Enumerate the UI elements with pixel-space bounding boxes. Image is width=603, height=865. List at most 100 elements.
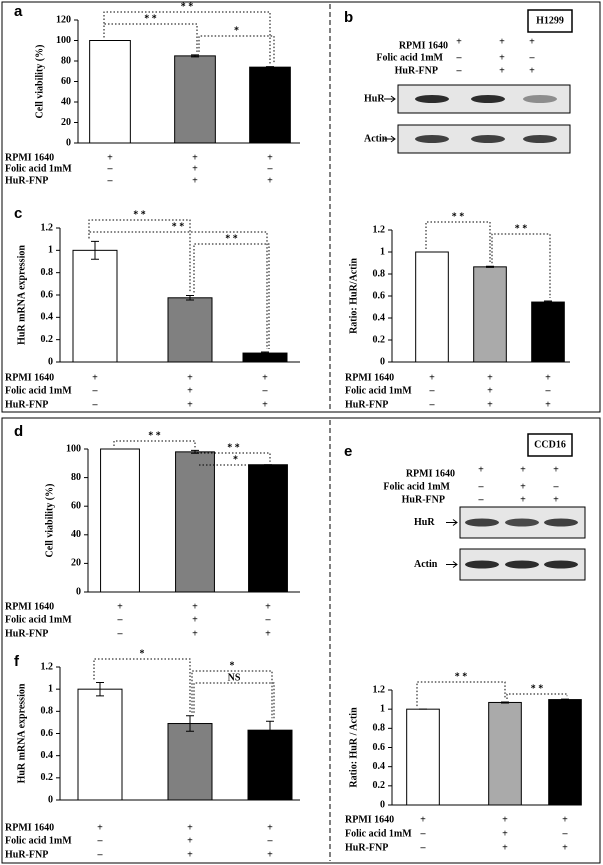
- significance-bracket: [506, 693, 568, 699]
- condition-label: Folic acid 1mM: [345, 385, 412, 396]
- condition-label: HuR-FNP: [402, 494, 445, 505]
- condition-label: HuR-FNP: [5, 175, 48, 186]
- bar: [167, 723, 213, 801]
- condition-sign: –: [92, 399, 99, 410]
- significance-bracket: [193, 243, 270, 349]
- y-tick-label: 0.6: [373, 742, 386, 753]
- error-bar: [96, 682, 104, 697]
- panel-letter: c: [14, 205, 22, 222]
- y-axis-label: HuR mRNA expression: [16, 683, 27, 783]
- y-tick-label: 0: [380, 799, 385, 810]
- y-tick-label: 0.4: [41, 312, 54, 323]
- condition-sign: +: [187, 372, 193, 383]
- condition-sign: +: [187, 399, 193, 410]
- error-bar: [501, 701, 509, 704]
- condition-sign: +: [499, 65, 505, 76]
- condition-sign: +: [267, 175, 273, 186]
- condition-label: RPMI 1640: [345, 814, 394, 825]
- significance-label: *: [230, 660, 235, 671]
- y-tick-label: 20: [61, 117, 71, 128]
- bar: [473, 266, 507, 363]
- top-frame: [1, 1, 601, 413]
- band-label: HuR: [364, 93, 385, 104]
- y-tick-label: 1.2: [41, 661, 54, 672]
- condition-sign: +: [262, 399, 268, 410]
- condition-sign: +: [529, 65, 535, 76]
- condition-sign: +: [499, 52, 505, 63]
- y-tick-label: 0.2: [41, 334, 54, 345]
- condition-sign: +: [265, 628, 271, 639]
- condition-sign: +: [529, 36, 535, 47]
- y-tick-label: 0.6: [41, 289, 54, 300]
- panel-letter: b: [344, 9, 353, 26]
- significance-label: * *: [531, 683, 544, 694]
- condition-sign: +: [545, 399, 551, 410]
- y-tick-label: 0.6: [373, 290, 386, 301]
- error-bar: [186, 295, 194, 301]
- bar: [488, 701, 522, 806]
- band-arrow: [384, 95, 396, 103]
- y-axis-label: Ratio: HuR/Actin: [348, 258, 359, 334]
- y-tick-label: 1: [48, 683, 53, 694]
- significance-bracket: [198, 35, 275, 64]
- blot-band: [523, 135, 557, 143]
- condition-sign: +: [553, 464, 559, 475]
- cell-line-box: [527, 433, 573, 457]
- y-tick-label: 60: [71, 500, 81, 511]
- condition-label: Folic acid 1mM: [5, 385, 72, 396]
- panel-letter: d: [14, 423, 23, 440]
- condition-sign: +: [553, 494, 559, 505]
- condition-label: RPMI 1640: [5, 152, 54, 163]
- condition-sign: +: [520, 494, 526, 505]
- bar: [248, 464, 288, 593]
- significance-label: * *: [452, 211, 465, 222]
- error-bar: [486, 265, 494, 268]
- condition-sign: +: [429, 372, 435, 383]
- condition-sign: +: [562, 842, 568, 853]
- blot-band: [415, 95, 449, 103]
- band-label: Actin: [414, 559, 438, 570]
- condition-sign: +: [520, 464, 526, 475]
- condition-sign: –: [117, 628, 124, 639]
- condition-sign: +: [107, 152, 113, 163]
- condition-sign: +: [520, 481, 526, 492]
- condition-sign: –: [92, 385, 99, 396]
- condition-sign: –: [97, 835, 104, 846]
- condition-label: Folic acid 1mM: [5, 835, 72, 846]
- bar: [415, 251, 449, 363]
- significance-bracket: [191, 670, 273, 719]
- condition-label: RPMI 1640: [345, 372, 394, 383]
- condition-sign: +: [499, 36, 505, 47]
- error-bar: [261, 351, 269, 355]
- blot-band: [505, 518, 539, 527]
- condition-sign: –: [456, 65, 463, 76]
- y-tick-label: 0.8: [41, 267, 54, 278]
- significance-label: * *: [227, 442, 240, 453]
- bar: [175, 451, 215, 593]
- condition-sign: –: [478, 494, 485, 505]
- error-bar: [561, 698, 569, 701]
- condition-sign: –: [429, 399, 436, 410]
- condition-sign: +: [487, 385, 493, 396]
- condition-sign: +: [562, 814, 568, 825]
- y-tick-label: 0.2: [41, 772, 54, 783]
- blot-band: [544, 560, 578, 569]
- significance-label: * *: [515, 223, 528, 234]
- y-tick-label: 100: [56, 35, 71, 46]
- y-tick-label: 20: [71, 558, 81, 569]
- condition-sign: –: [262, 385, 269, 396]
- y-tick-label: 0: [76, 586, 81, 597]
- significance-label: NS: [228, 672, 241, 683]
- band-arrow: [384, 135, 396, 143]
- blot-band: [544, 518, 578, 527]
- bar: [249, 66, 291, 144]
- blot-band: [471, 95, 505, 103]
- condition-label: Folic acid 1mM: [376, 52, 443, 63]
- condition-sign: +: [117, 601, 123, 612]
- y-tick-label: 0.8: [41, 706, 54, 717]
- y-axis-label: Cell viability (%): [34, 45, 45, 119]
- significance-label: *: [233, 454, 238, 465]
- y-tick-label: 1.2: [373, 684, 386, 695]
- bar: [167, 297, 213, 363]
